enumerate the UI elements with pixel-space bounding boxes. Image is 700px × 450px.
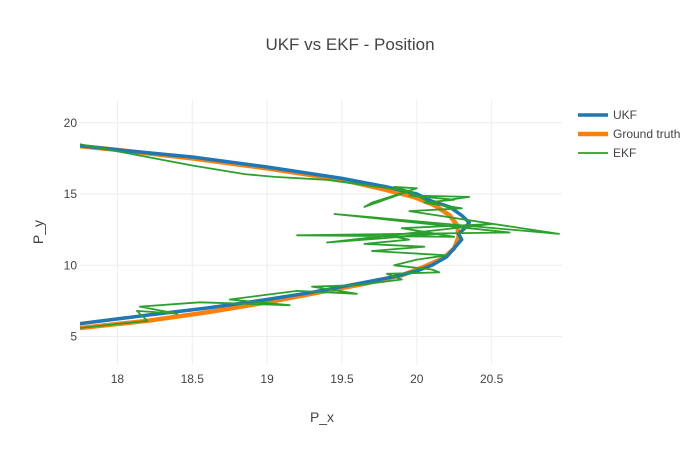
x-tick-label: 18.5 [181,372,205,386]
legend-item-ground-truth[interactable]: Ground truth [578,127,680,141]
y-axis-label: P_y [30,220,46,244]
legend-item-ekf[interactable]: EKF [578,146,636,160]
y-tick-label: 15 [64,187,78,201]
plot-area [80,143,560,331]
y-axis-ticks: 5 10 15 20 [64,116,78,344]
x-tick-label: 19.5 [330,372,354,386]
x-axis-label: P_x [310,409,334,425]
legend-label: EKF [613,146,636,160]
x-tick-label: 20.5 [480,372,504,386]
series-line-ekf [80,143,560,329]
y-tick-label: 20 [64,116,78,130]
legend[interactable]: UKF Ground truth EKF [578,108,680,160]
x-axis-ticks: 18 18.5 19 19.5 20 20.5 [111,372,504,386]
x-tick-label: 18 [111,372,125,386]
chart-title: UKF vs EKF - Position [265,35,434,54]
legend-item-ukf[interactable]: UKF [578,108,637,122]
y-tick-label: 5 [70,330,77,344]
y-tick-label: 10 [64,258,78,272]
x-tick-label: 20 [410,372,424,386]
legend-label: Ground truth [613,127,680,141]
legend-label: UKF [613,108,637,122]
x-tick-label: 19 [260,372,274,386]
